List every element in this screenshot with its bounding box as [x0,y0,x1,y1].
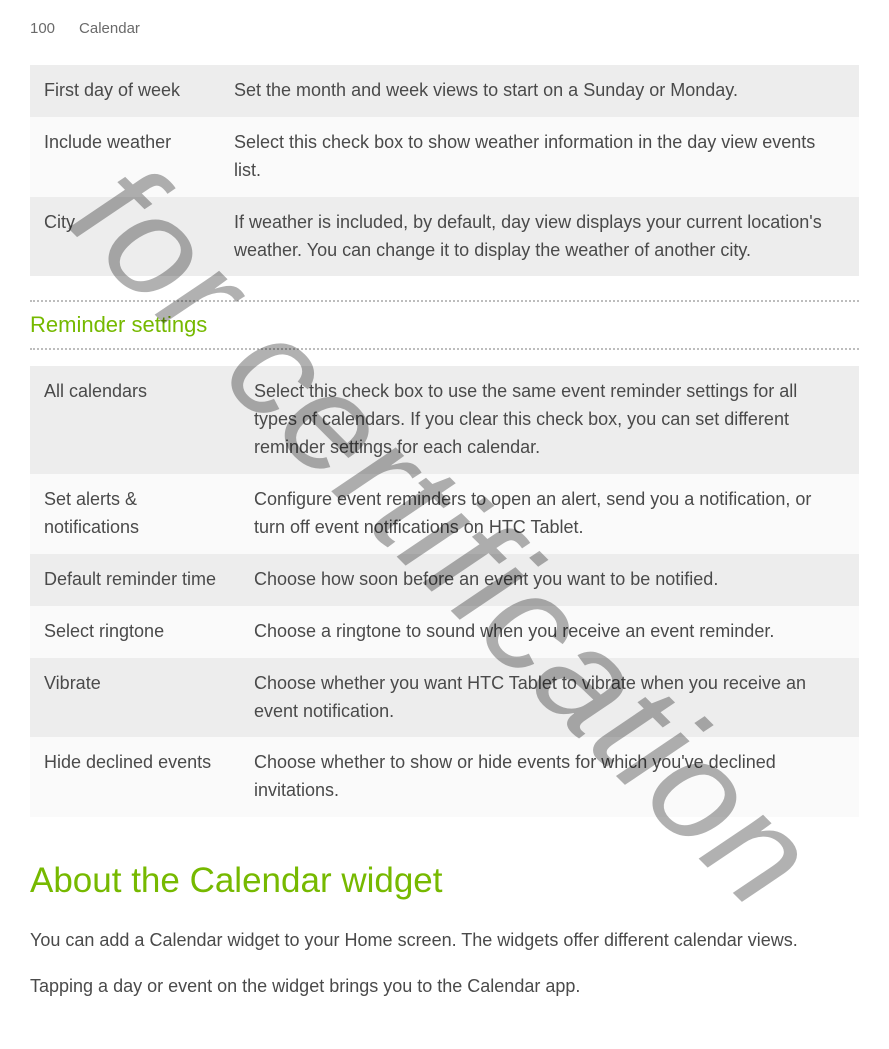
section-divider [30,348,859,350]
calendar-view-settings-table: First day of week Set the month and week… [30,65,859,276]
table-row: Hide declined events Choose whether to s… [30,737,859,817]
page-header: 100 Calendar [30,20,859,37]
setting-description: Choose how soon before an event you want… [240,554,859,606]
setting-label: City [30,197,220,277]
widget-section-heading: About the Calendar widget [30,861,859,901]
reminder-settings-heading: Reminder settings [30,302,859,348]
setting-label: Default reminder time [30,554,240,606]
widget-paragraph-2: Tapping a day or event on the widget bri… [30,973,859,1001]
setting-description: Select this check box to use the same ev… [240,366,859,474]
setting-label: Hide declined events [30,737,240,817]
setting-label: Select ringtone [30,606,240,658]
table-row: Set alerts & notifications Configure eve… [30,474,859,554]
setting-description: Set the month and week views to start on… [220,65,859,117]
table-row: Include weather Select this check box to… [30,117,859,197]
page-container: 100 Calendar First day of week Set the m… [0,0,889,1049]
setting-description: If weather is included, by default, day … [220,197,859,277]
chapter-title: Calendar [79,20,140,37]
table-row: Vibrate Choose whether you want HTC Tabl… [30,658,859,738]
setting-description: Choose whether you want HTC Tablet to vi… [240,658,859,738]
table-row: Default reminder time Choose how soon be… [30,554,859,606]
setting-description: Choose whether to show or hide events fo… [240,737,859,817]
table-row: All calendars Select this check box to u… [30,366,859,474]
setting-label: All calendars [30,366,240,474]
reminder-settings-table: All calendars Select this check box to u… [30,366,859,817]
page-number: 100 [30,20,55,37]
setting-description: Select this check box to show weather in… [220,117,859,197]
setting-label: Include weather [30,117,220,197]
table-row: Select ringtone Choose a ringtone to sou… [30,606,859,658]
table-row: City If weather is included, by default,… [30,197,859,277]
setting-label: Vibrate [30,658,240,738]
setting-label: Set alerts & notifications [30,474,240,554]
setting-description: Choose a ringtone to sound when you rece… [240,606,859,658]
widget-paragraph-1: You can add a Calendar widget to your Ho… [30,927,859,955]
setting-description: Configure event reminders to open an ale… [240,474,859,554]
table-row: First day of week Set the month and week… [30,65,859,117]
setting-label: First day of week [30,65,220,117]
